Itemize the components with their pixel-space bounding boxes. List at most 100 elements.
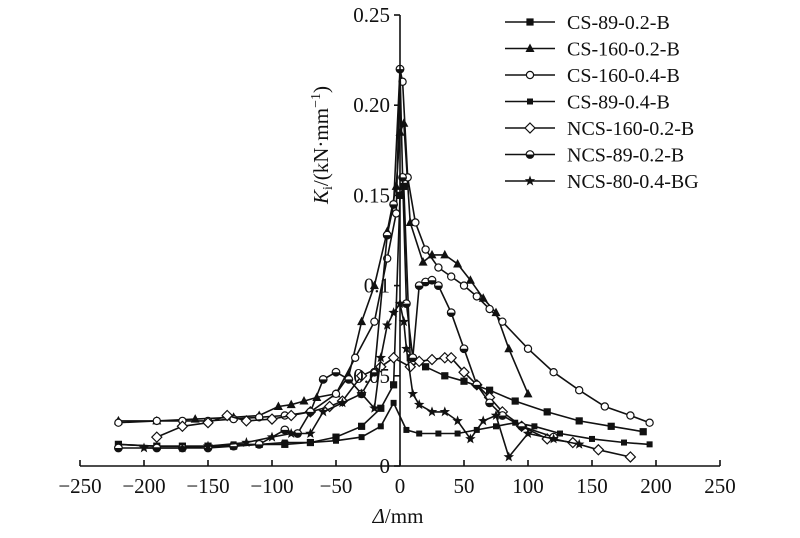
- data-point: [485, 304, 494, 314]
- data-point: [266, 431, 278, 442]
- data-point: [411, 218, 420, 227]
- legend-marker: [524, 175, 536, 186]
- data-point: [407, 388, 419, 399]
- x-tick-label: 0: [395, 474, 406, 498]
- legend-label: CS-160-0.4-B: [567, 65, 680, 87]
- data-point: [646, 441, 653, 448]
- y-tick-label: 0.15: [353, 183, 390, 207]
- data-point: [152, 416, 161, 426]
- x-tick-label: 100: [512, 474, 544, 498]
- data-point: [452, 415, 463, 426]
- legend-marker: [524, 122, 536, 134]
- data-point: [426, 353, 438, 366]
- data-point: [356, 388, 367, 399]
- data-point: [390, 399, 397, 406]
- data-point: [381, 319, 393, 330]
- x-tick-label: 150: [576, 474, 608, 498]
- data-point: [621, 439, 627, 446]
- x-tick-label: −150: [186, 474, 229, 498]
- data-point: [498, 411, 507, 420]
- data-point: [369, 402, 380, 413]
- data-point: [441, 372, 449, 380]
- data-point: [377, 404, 385, 412]
- x-tick-label: 50: [454, 474, 475, 498]
- data-point: [498, 317, 507, 326]
- data-point: [465, 433, 476, 444]
- data-point: [176, 420, 189, 433]
- legend-marker: [527, 98, 533, 105]
- data-point: [485, 398, 495, 408]
- legend-entry: NCS-160-0.2-B: [505, 118, 694, 140]
- series-line: [118, 68, 650, 424]
- data-point: [370, 317, 379, 326]
- data-point: [285, 428, 297, 438]
- data-point: [357, 316, 367, 326]
- data-point: [306, 407, 315, 417]
- data-point: [460, 377, 468, 385]
- data-point: [575, 386, 584, 395]
- data-point: [331, 367, 341, 377]
- y-tick-label: 0.05: [353, 364, 390, 388]
- x-tick-label: −100: [250, 474, 293, 498]
- data-point: [333, 437, 339, 444]
- legend-marker: [525, 150, 535, 159]
- data-point: [504, 343, 514, 353]
- legend-entry: CS-89-0.2-B: [505, 12, 670, 34]
- data-point: [439, 406, 451, 417]
- legend-label: CS-89-0.2-B: [567, 12, 670, 34]
- data-point: [305, 428, 316, 438]
- data-point: [254, 439, 264, 449]
- data-point: [575, 417, 583, 425]
- series-CS-89-0.2-B: [114, 182, 647, 450]
- data-point: [465, 275, 475, 284]
- data-point: [114, 418, 123, 427]
- data-point: [454, 430, 461, 437]
- data-point: [447, 272, 456, 281]
- y-tick-label: 0: [380, 454, 391, 478]
- data-point: [318, 375, 328, 384]
- data-point: [369, 280, 379, 290]
- data-point: [375, 352, 387, 363]
- data-point: [413, 399, 425, 410]
- data-point: [358, 434, 365, 441]
- data-point: [557, 430, 563, 437]
- x-tick-label: −200: [122, 474, 165, 498]
- data-point: [592, 443, 605, 456]
- data-point: [202, 416, 214, 429]
- data-point: [388, 307, 399, 318]
- x-tick-label: −250: [58, 474, 101, 498]
- x-tick-label: −50: [320, 474, 353, 498]
- y-axis-label: Ki/(kN·mm−1): [309, 86, 336, 205]
- legend-label: CS-160-0.2-B: [567, 39, 680, 61]
- data-point: [486, 386, 494, 394]
- data-point: [307, 439, 314, 446]
- data-point: [403, 426, 410, 433]
- data-point: [390, 381, 398, 389]
- legend-entry: CS-160-0.4-B: [505, 65, 680, 87]
- x-tick-label: 250: [704, 474, 736, 498]
- data-point: [459, 344, 469, 354]
- legend-label: CS-89-0.4-B: [567, 92, 670, 114]
- data-point: [286, 399, 296, 409]
- data-point: [426, 406, 438, 417]
- data-point: [355, 369, 368, 382]
- data-point: [600, 402, 610, 411]
- data-point: [490, 409, 502, 420]
- legend-marker: [526, 18, 534, 26]
- data-point: [607, 422, 615, 430]
- legend-entry: NCS-80-0.4-BG: [505, 171, 699, 193]
- data-point: [511, 397, 519, 405]
- data-point: [240, 415, 253, 427]
- data-point: [400, 182, 408, 190]
- data-point: [138, 442, 150, 453]
- data-point: [493, 423, 499, 430]
- data-point: [377, 423, 384, 430]
- y-tick-label: 0.25: [353, 3, 390, 27]
- data-point: [323, 400, 336, 413]
- x-tick-label: 200: [640, 474, 672, 498]
- data-point: [543, 408, 551, 416]
- data-point: [317, 406, 329, 417]
- legend-label: NCS-160-0.2-B: [567, 118, 694, 140]
- y-tick-label: 0.20: [353, 93, 390, 117]
